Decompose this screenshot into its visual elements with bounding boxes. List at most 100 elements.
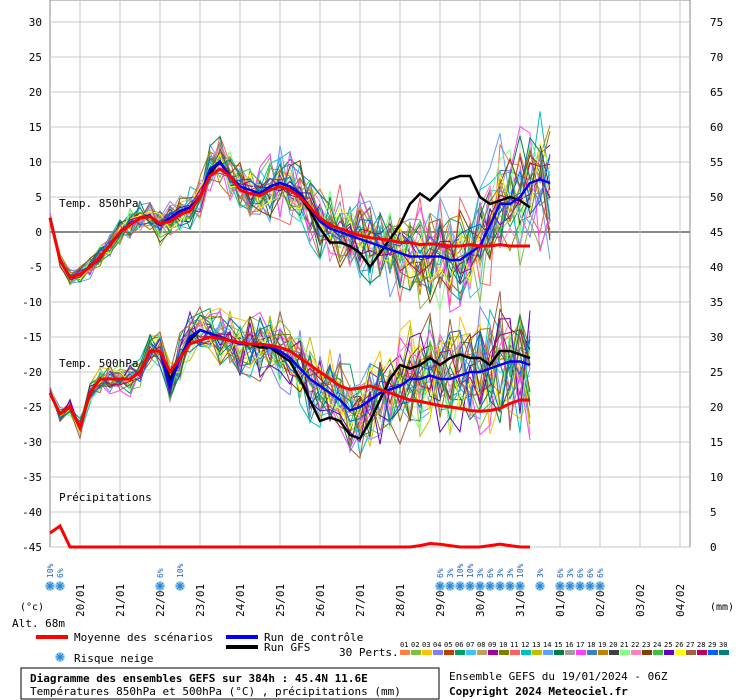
x-tick-label: 28/01: [394, 584, 407, 617]
panel-label-t500: Temp. 500hPa: [59, 357, 138, 370]
perturbation-number: 16: [565, 641, 573, 649]
perturbation-number: 06: [455, 641, 463, 649]
perturbation-swatch: [642, 650, 652, 655]
y-left-tick-label: 10: [29, 156, 42, 169]
x-tick-label: 21/01: [114, 584, 127, 617]
y-left-tick-label: 0: [35, 226, 42, 239]
snow-risk-label: 3%: [476, 568, 485, 578]
perturbation-swatch: [576, 650, 586, 655]
y-right-tick-label: 30: [710, 331, 723, 344]
snow-risk-label: 6%: [556, 568, 565, 578]
perturbation-number: 26: [675, 641, 683, 649]
y-right-tick-label: 75: [710, 16, 723, 29]
x-tick-label: 26/01: [314, 584, 327, 617]
member-line: [49, 136, 551, 291]
snowflake-strokes: [586, 582, 594, 590]
snow-risk-label: 10%: [46, 563, 55, 578]
perturbation-number: 23: [642, 641, 650, 649]
chart-grid: [49, 0, 691, 548]
perturbation-number: 03: [422, 641, 430, 649]
y-right-tick-label: 0: [710, 541, 717, 554]
y-left-tick-label: 20: [29, 86, 42, 99]
x-tick-label: 04/02: [674, 584, 687, 617]
snow-risk-label: 6%: [486, 568, 495, 578]
y-left-tick-label: -35: [22, 471, 42, 484]
snow-risk-label: 3%: [446, 568, 455, 578]
snow-risk-label: 6%: [436, 568, 445, 578]
snowflake-icon: [495, 581, 505, 591]
perturbation-swatch: [554, 650, 564, 655]
snowflake-icon: [445, 581, 455, 591]
perturbation-number: 09: [488, 641, 496, 649]
x-tick-label: 31/01: [514, 584, 527, 617]
snowflake-icon: [55, 581, 65, 591]
perturbation-number: 11: [510, 641, 518, 649]
snow-risk-row: 10% 6% 6% 10% 6% 3% 10% 10% 3% 6% 3% 3% 10% 3% 6% 3% 6% 6…: [45, 563, 605, 591]
perturbation-swatch: [488, 650, 498, 655]
perturbation-number: 07: [466, 641, 474, 649]
snowflake-strokes: [176, 582, 184, 590]
y-left-tick-label: -10: [22, 296, 42, 309]
y-right-tick-label: 45: [710, 226, 723, 239]
y-left-tick-label: -15: [22, 331, 42, 344]
perturbation-swatch: [466, 650, 476, 655]
y-right-tick-label: 60: [710, 121, 723, 134]
perturbation-number: 04: [433, 641, 441, 649]
x-tick-label: 29/01: [434, 584, 447, 617]
altitude-label: Alt. 68m: [12, 617, 65, 630]
perturbation-swatch: [499, 650, 509, 655]
panel-label-t850: Temp. 850hPa: [59, 197, 138, 210]
perturbation-number: 29: [708, 641, 716, 649]
perturbation-swatch: [532, 650, 542, 655]
snow-risk-label: 6%: [586, 568, 595, 578]
perturbation-swatch: [455, 650, 465, 655]
perturbation-swatch: [411, 650, 421, 655]
snow-risk-label: 3%: [496, 568, 505, 578]
snowflake-icon: [485, 581, 495, 591]
footer-copyright: Copyright 2024 Meteociel.fr: [449, 685, 628, 698]
perturbation-swatch: [433, 650, 443, 655]
snowflake-icon: [155, 581, 165, 591]
snowflake-icon: [535, 581, 545, 591]
snowflake-strokes: [496, 582, 504, 590]
perturbation-number: 08: [477, 641, 485, 649]
x-tick-label: 02/02: [594, 584, 607, 617]
perturbation-number: 27: [686, 641, 694, 649]
y-left-tick-label: -40: [22, 506, 42, 519]
y-left-tick-label: -30: [22, 436, 42, 449]
snowflake-strokes: [576, 582, 584, 590]
perturbation-number: 19: [598, 641, 606, 649]
perturbation-number: 02: [411, 641, 419, 649]
perturbation-number: 01: [400, 641, 408, 649]
perturbation-number: 10: [499, 641, 507, 649]
snowflake-icon: [465, 581, 475, 591]
y-left-tick-label: 15: [29, 121, 42, 134]
y-right-tick-label: 15: [710, 436, 723, 449]
perturbation-swatches: 01 02 03 04 05 06 07 08 09 10 11 12 13 14 15 16 17 18 19 20…: [400, 641, 729, 655]
perturbation-number: 20: [609, 641, 617, 649]
y-left-tick-label: -20: [22, 366, 42, 379]
panel-label-precip: Précipitations: [59, 491, 152, 504]
member-line: [49, 328, 531, 426]
perturbation-number: 12: [521, 641, 529, 649]
perturbation-number: 17: [576, 641, 584, 649]
x-tick-label: 03/02: [634, 584, 647, 617]
snow-risk-label: 3%: [536, 568, 545, 578]
snowflake-icon: [585, 581, 595, 591]
snowflake-strokes: [46, 582, 54, 590]
y-right-tick-label: 5: [710, 506, 717, 519]
perturbation-swatch: [719, 650, 729, 655]
member-line: [49, 291, 531, 460]
snowflake-icon: [555, 581, 565, 591]
perturbation-number: 21: [620, 641, 628, 649]
snowflake-strokes: [466, 582, 474, 590]
y-right-tick-label: 35: [710, 296, 723, 309]
x-tick-label: 23/01: [194, 584, 207, 617]
perturbation-swatch: [543, 650, 553, 655]
snowflake-strokes: [506, 582, 514, 590]
snow-risk-label: 6%: [56, 568, 65, 578]
perturbation-swatch: [686, 650, 696, 655]
snowflake-strokes: [556, 582, 564, 590]
